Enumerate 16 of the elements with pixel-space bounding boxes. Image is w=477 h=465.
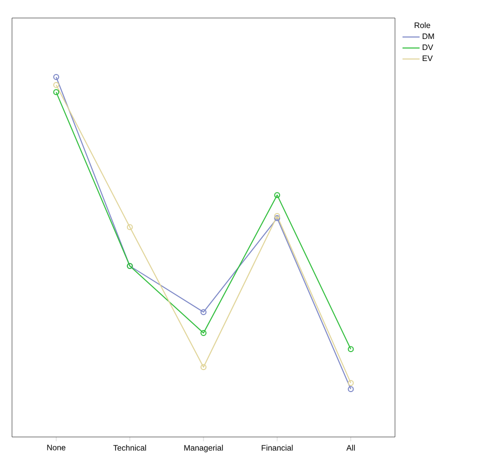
legend-label: DV (422, 44, 434, 50)
x-tick-label: Financial (262, 444, 293, 451)
point (274, 212, 280, 219)
x-tick-label: Technical (113, 444, 146, 451)
legend-label: DM (422, 33, 434, 39)
x-tick-label: Managerial (184, 444, 223, 452)
legend-label: EV (422, 55, 433, 61)
point (200, 309, 206, 316)
point (274, 215, 280, 222)
point (200, 330, 206, 336)
point (126, 224, 133, 230)
point (200, 364, 206, 370)
point (274, 192, 280, 198)
x-tick-label: All (346, 444, 355, 451)
x-tick-label: None (47, 444, 66, 450)
legend-title: Role (414, 22, 430, 28)
